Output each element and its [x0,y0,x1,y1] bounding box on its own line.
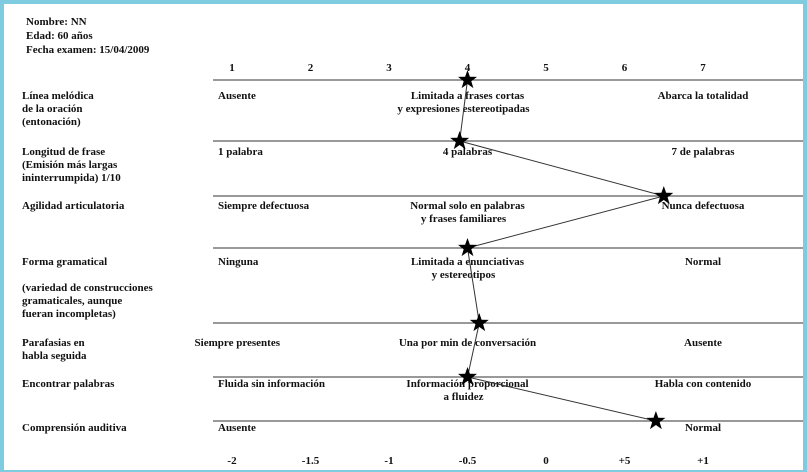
row-label: Encontrar palabras [22,378,115,390]
row-label: de la oración [22,103,83,115]
row-label: gramaticales, aunque [22,295,122,307]
anchor-description: Nunca defectuosa [662,200,745,212]
row-label: habla seguida [22,350,87,362]
anchor-description: Información proporcional [406,378,528,390]
top-tick-label: 1 [229,62,235,74]
anchor-description: 1 palabra [218,146,263,158]
rating-star-marker [458,70,477,89]
bottom-tick-label: +5 [619,455,631,467]
patient-age: Edad: 60 años [26,30,93,42]
anchor-description: y estereotipos [432,269,496,281]
top-tick-label: 5 [543,62,549,74]
anchor-description: Normal solo en palabras [410,200,525,212]
anchor-description: Siempre defectuosa [218,200,310,212]
rating-star-marker [654,186,674,205]
bottom-tick-label: -1 [384,455,393,467]
row-label: Parafasias en [22,337,85,349]
row-label: fueran incompletas) [22,308,116,320]
anchor-description: Limitada a enunciativas [411,256,525,268]
rating-star-marker [450,131,470,150]
row-label: Agilidad articulatoria [22,200,125,212]
anchor-description: Habla con contenido [655,378,752,390]
anchor-description: a fluidez [443,391,483,403]
anchor-description: Fluida sin información [218,378,325,390]
row-label: ininterrumpida) 1/10 [22,172,121,184]
row-label: (variedad de construcciones [22,282,153,294]
anchor-description: Normal [685,256,721,268]
anchor-description: Ninguna [218,256,259,268]
bottom-tick-label: +1 [697,455,709,467]
row-label: Longitud de frase [22,146,105,158]
anchor-description: Limitada a frases cortas [411,90,525,102]
rating-star-marker [469,313,489,332]
exam-date: Fecha examen: 15/04/2009 [26,44,150,56]
bottom-tick-label: -2 [227,455,237,467]
anchor-description: Ausente [218,90,256,102]
anchor-description: Ausente [684,337,722,349]
top-tick-label: 3 [386,62,392,74]
anchor-description: y frases familiares [421,213,507,225]
top-tick-label: 6 [622,62,628,74]
anchor-description: Abarca la totalidad [658,90,749,102]
row-label: (entonación) [22,116,81,128]
bottom-tick-label: -0.5 [459,455,477,467]
row-label: (Emisión más largas [22,159,118,171]
anchor-description: Una por min de conversación [399,337,536,349]
top-tick-label: 7 [700,62,706,74]
anchor-description: Ausente [218,422,256,434]
rating-profile-line [459,79,666,422]
row-label: Forma gramatical [22,256,107,268]
patient-name: Nombre: NN [26,16,87,28]
anchor-description: Siempre presentes [195,337,281,349]
top-tick-label: 4 [465,62,471,74]
anchor-description: Normal [685,422,721,434]
bottom-tick-label: 0 [543,455,549,467]
bottom-tick-label: -1.5 [302,455,320,467]
rating-star-marker [458,238,477,257]
rating-star-marker [458,367,477,386]
anchor-description: 4 palabras [443,146,493,158]
row-label: Comprensión auditiva [22,422,127,434]
row-label: Línea melódica [22,90,94,102]
top-tick-label: 2 [308,62,314,74]
anchor-description: 7 de palabras [672,146,736,158]
rating-star-marker [646,411,666,430]
